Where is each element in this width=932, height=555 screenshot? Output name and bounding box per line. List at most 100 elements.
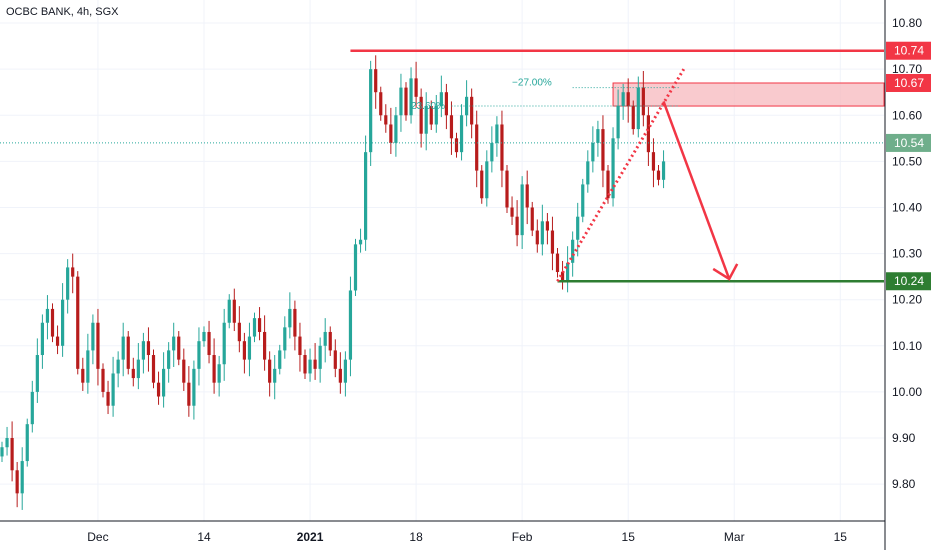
candle-body — [106, 391, 110, 406]
candle-body — [429, 106, 433, 125]
candle-body — [323, 331, 327, 346]
candle-body — [414, 78, 418, 97]
candle-body — [167, 350, 171, 369]
candle-body — [384, 115, 388, 125]
candle-body — [439, 92, 443, 107]
candle-body — [151, 355, 156, 383]
candle-body — [409, 78, 413, 116]
x-tick-label: Feb — [512, 530, 533, 544]
candle-body — [515, 216, 519, 236]
candle-body — [338, 368, 342, 383]
candle-body — [162, 368, 166, 397]
candle-body — [596, 129, 600, 143]
candle-body — [313, 359, 317, 369]
candle-body — [252, 318, 257, 337]
candle-body — [576, 216, 580, 240]
candle-body — [10, 438, 14, 471]
candle-body — [40, 322, 44, 356]
candle-body — [182, 359, 186, 383]
candle-body — [540, 221, 544, 245]
candle-body — [227, 299, 231, 323]
candle-body — [364, 152, 368, 240]
candle-body — [626, 92, 630, 107]
candle-body — [318, 345, 322, 369]
candle-body — [91, 322, 95, 351]
candle-body — [500, 124, 504, 171]
candle-body — [389, 124, 393, 143]
candle-body — [156, 382, 161, 397]
candle-body — [555, 253, 560, 273]
candle-body — [242, 341, 246, 360]
candle-body — [485, 161, 489, 199]
candle-body — [222, 322, 226, 365]
y-tick-label: 10.10 — [892, 339, 922, 353]
candle-body — [566, 262, 570, 282]
candle-body — [651, 152, 656, 171]
y-tick-label: 10.00 — [892, 385, 922, 399]
candle-body — [641, 87, 645, 116]
candle-body — [116, 359, 120, 374]
candle-body — [192, 368, 196, 406]
candle-body — [656, 170, 661, 180]
y-tick-label: 10.80 — [892, 16, 922, 30]
candle-body — [586, 161, 590, 185]
y-tick-label: 9.90 — [892, 431, 916, 445]
candle-body — [328, 331, 332, 351]
candle-body — [419, 96, 423, 134]
candle-body — [71, 267, 75, 277]
candle-body — [520, 184, 524, 236]
candle-body — [136, 359, 140, 379]
candle-body — [444, 92, 448, 116]
candle-body — [283, 327, 287, 351]
candle-body — [15, 470, 19, 494]
fib-label-left: 23.60% — [411, 101, 445, 112]
chart-title: OCBC BANK, 4h, SGX — [6, 6, 119, 18]
candle-body — [369, 69, 373, 153]
candle-body — [202, 331, 206, 342]
y-tick-label: 10.30 — [892, 247, 922, 261]
x-tick-label: 18 — [409, 530, 423, 544]
candle-body — [661, 161, 666, 180]
resistance-price-tag-box — [886, 41, 931, 60]
candle-body — [273, 368, 277, 383]
projection-arrow-shaft — [662, 101, 731, 280]
projection-arrow-head — [712, 263, 739, 281]
y-tick-label: 9.80 — [892, 477, 916, 491]
candle-body — [20, 461, 24, 494]
candle-body — [404, 87, 408, 116]
zone-price-tag-box — [886, 73, 931, 92]
candle-body — [121, 336, 125, 360]
candle-body — [333, 350, 337, 369]
candle-body — [278, 350, 282, 369]
candle-body — [55, 336, 60, 346]
candle-body — [459, 115, 464, 153]
rising-trendline — [556, 68, 686, 283]
candle-body — [379, 92, 383, 116]
x-tick-label: Mar — [724, 530, 745, 544]
current-price-tag-box — [886, 133, 931, 152]
candle-body — [5, 438, 9, 448]
candle-body — [146, 341, 151, 356]
candle-body — [293, 308, 297, 337]
candle-body — [61, 299, 65, 346]
candle-body — [399, 87, 403, 116]
resistance-price-tag: 10.74 — [894, 44, 924, 58]
candle-body — [606, 170, 610, 199]
candle-body — [535, 230, 539, 245]
candle-body — [212, 355, 216, 383]
candle-body — [510, 207, 514, 217]
candle-body — [237, 322, 241, 342]
candle-body — [126, 336, 130, 369]
candle-body — [353, 244, 358, 291]
x-tick-label: 15 — [622, 530, 636, 544]
candle-body — [298, 336, 302, 356]
candle-body — [348, 290, 353, 360]
candle-body — [449, 115, 454, 139]
candle-body — [177, 336, 181, 360]
candle-body — [232, 299, 236, 323]
candle-body — [86, 350, 90, 383]
candle-body — [288, 308, 292, 328]
candle-body — [303, 355, 307, 374]
